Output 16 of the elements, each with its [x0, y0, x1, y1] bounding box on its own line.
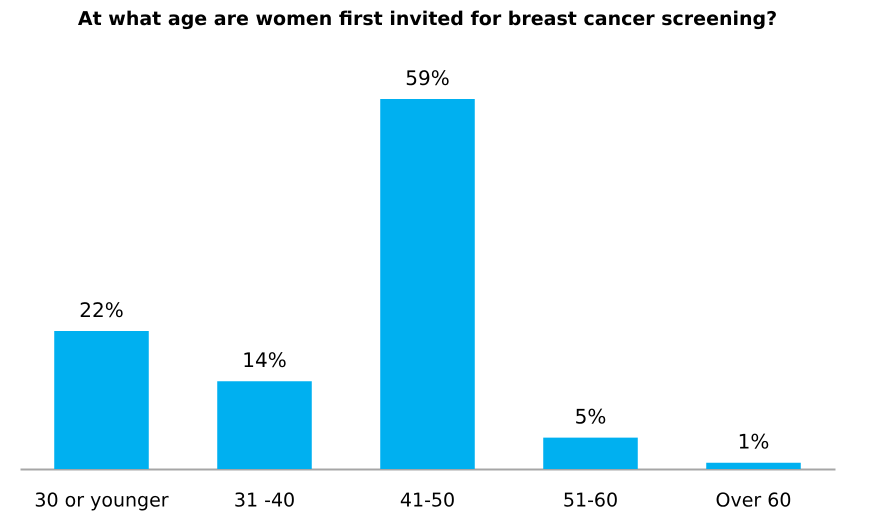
- x-tick-label: 41-50: [400, 490, 456, 512]
- bar: [380, 99, 475, 469]
- bar: [217, 381, 312, 469]
- x-tick-label: 30 or younger: [34, 490, 169, 512]
- bar: [54, 331, 149, 469]
- data-label: 22%: [79, 298, 124, 322]
- data-label: 14%: [242, 348, 287, 372]
- data-label: 59%: [405, 66, 450, 90]
- bar: [706, 462, 801, 469]
- data-label: 5%: [574, 404, 606, 429]
- x-tick-label: Over 60: [716, 490, 792, 512]
- x-tick-label: 51-60: [562, 490, 618, 512]
- x-tick-label: 31 -40: [234, 490, 296, 512]
- data-label: 1%: [738, 430, 770, 454]
- chart-title: At what age are women first invited for breast cancer screening?: [78, 8, 778, 30]
- bar: [543, 438, 638, 469]
